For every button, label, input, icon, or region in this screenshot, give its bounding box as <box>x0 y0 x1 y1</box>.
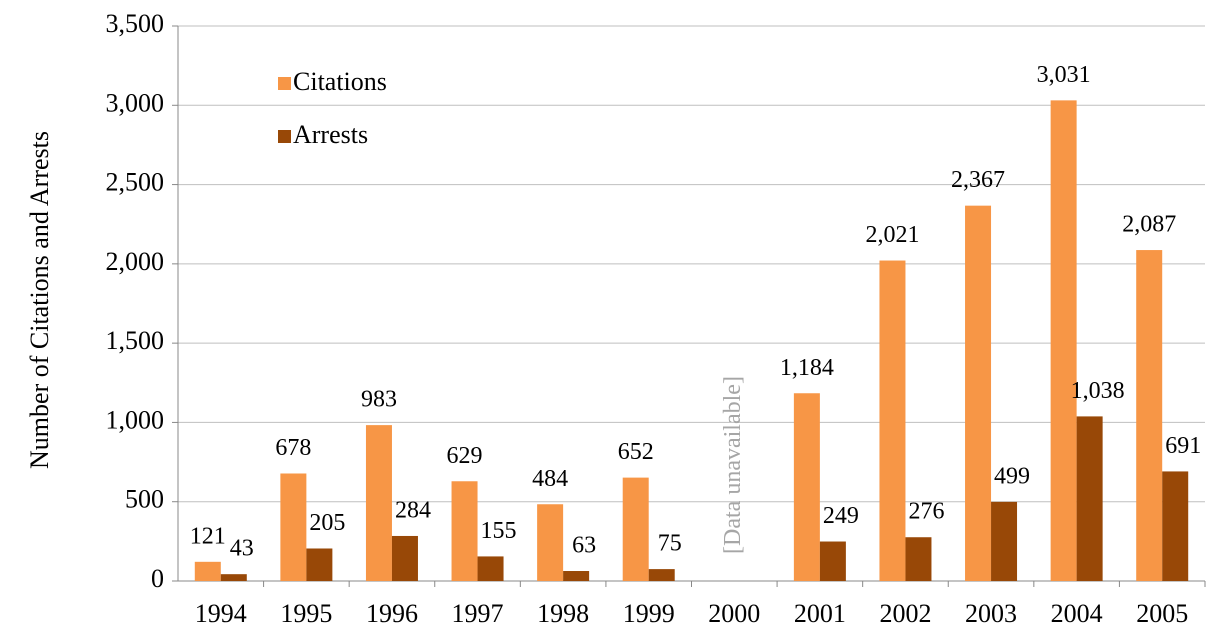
data-label: 155 <box>481 518 517 544</box>
bar <box>905 537 932 581</box>
bar <box>280 473 307 581</box>
bar <box>537 504 564 581</box>
bar <box>391 535 418 581</box>
data-label: 249 <box>823 503 859 529</box>
x-tick-label: 1996 <box>366 599 418 628</box>
data-label: 205 <box>309 510 345 536</box>
data-label: 691 <box>1165 433 1201 459</box>
bar <box>819 541 846 581</box>
data-label: 652 <box>618 439 654 465</box>
data-label: 1,038 <box>1071 378 1125 404</box>
bar <box>622 477 649 581</box>
y-tick-label: 2,500 <box>106 168 165 197</box>
data-label: 983 <box>361 387 397 413</box>
data-label: 63 <box>572 533 596 559</box>
legend-label: Citations <box>293 67 387 96</box>
data-label: 678 <box>275 435 311 461</box>
x-tick-label: 1997 <box>452 599 504 628</box>
bar <box>194 561 221 581</box>
y-tick-label: 3,500 <box>106 9 165 38</box>
x-tick-label: 2004 <box>1051 599 1103 628</box>
bar <box>793 393 820 581</box>
data-label: 75 <box>658 531 682 557</box>
data-label: 121 <box>190 523 226 549</box>
bar <box>648 569 675 581</box>
data-label: 43 <box>230 536 254 562</box>
data-label: 1,184 <box>780 355 834 381</box>
data-label: 276 <box>908 499 944 525</box>
bar <box>991 501 1018 581</box>
data-label: 2,087 <box>1122 212 1176 238</box>
data-label: 2,021 <box>865 222 919 248</box>
legend-swatch <box>278 77 291 90</box>
bar <box>1050 100 1077 582</box>
x-tick-label: 1999 <box>623 599 675 628</box>
data-label: 484 <box>532 466 568 492</box>
data-label: 2,367 <box>951 167 1005 193</box>
x-tick-label: 2001 <box>794 599 846 628</box>
y-tick-label: 1,500 <box>106 326 165 355</box>
data-label: 3,031 <box>1037 62 1091 88</box>
bar <box>563 571 590 581</box>
legend-swatch <box>278 130 291 143</box>
data-label: 629 <box>447 443 483 469</box>
y-tick-label: 0 <box>151 564 164 593</box>
data-label: 284 <box>395 497 431 523</box>
annotation: [Data unavailable] <box>720 376 746 554</box>
y-axis-title: Number of Citations and Arrests <box>25 131 54 469</box>
bar <box>306 548 333 581</box>
x-tick-label: 1998 <box>537 599 589 628</box>
bar <box>451 481 478 581</box>
y-tick-label: 500 <box>125 485 164 514</box>
x-tick-label: 2000 <box>708 599 760 628</box>
bar <box>879 260 906 581</box>
bar <box>477 556 504 581</box>
x-tick-label: 2003 <box>965 599 1017 628</box>
data-label: 499 <box>994 463 1030 489</box>
bar <box>1136 250 1163 581</box>
x-tick-label: 1995 <box>280 599 332 628</box>
bar <box>965 205 992 581</box>
bar <box>220 574 247 581</box>
x-tick-label: 1994 <box>195 599 247 628</box>
y-tick-label: 3,000 <box>106 88 165 117</box>
y-tick-label: 1,000 <box>106 405 165 434</box>
bar <box>365 425 392 581</box>
x-tick-label: 2002 <box>879 599 931 628</box>
bar <box>1162 471 1189 581</box>
bar <box>1076 416 1103 581</box>
x-tick-label: 2005 <box>1136 599 1188 628</box>
y-tick-label: 2,000 <box>106 247 165 276</box>
legend-label: Arrests <box>293 120 368 149</box>
